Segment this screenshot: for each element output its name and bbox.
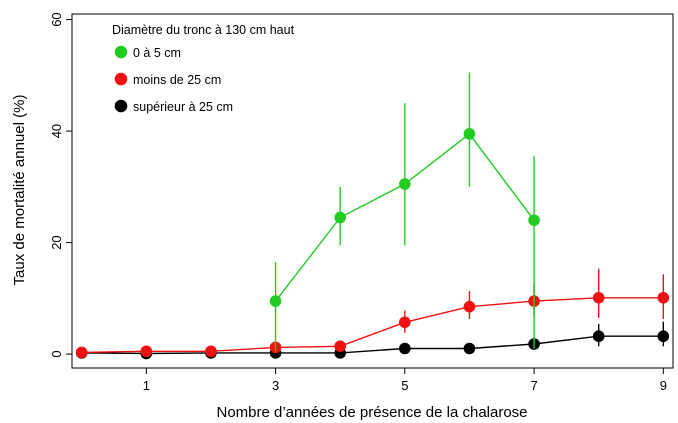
series-1 — [75, 268, 670, 359]
legend-label: moins de 25 cm — [133, 73, 221, 87]
plot-frame — [71, 13, 674, 369]
series-line — [81, 335, 664, 355]
data-point — [463, 300, 476, 313]
data-point — [657, 291, 670, 304]
x-tick-label: 7 — [530, 378, 537, 393]
x-tick-label: 9 — [660, 378, 667, 393]
y-tick-label: 60 — [49, 12, 64, 26]
data-point — [334, 340, 346, 353]
y-tick-label: 40 — [49, 124, 64, 138]
legend-marker — [114, 45, 128, 59]
y-axis-title: Taux de mortalité annuel (%) — [11, 95, 28, 286]
legend-title: Diamètre du tronc à 130 cm haut — [112, 23, 295, 37]
legend-label: 0 à 5 cm — [133, 46, 181, 60]
x-tick-label: 1 — [143, 378, 150, 393]
x-tick-label: 5 — [401, 378, 408, 393]
legend: Diamètre du tronc à 130 cm haut 0 à 5 cm… — [112, 23, 295, 114]
x-axis-title: Nombre d’années de présence de la chalar… — [216, 404, 527, 421]
legend-marker — [114, 72, 128, 86]
series-line — [81, 297, 664, 354]
y-tick-label: 20 — [49, 235, 64, 249]
data-point — [75, 346, 88, 359]
data-point — [528, 214, 540, 227]
x-tick-label: 3 — [272, 378, 279, 393]
y-tick-label: 0 — [49, 350, 64, 357]
data-point — [399, 342, 411, 355]
axes: 1 3 5 7 9 0 20 40 60 — [49, 12, 667, 393]
data-point — [399, 316, 411, 329]
series-layer — [75, 72, 670, 360]
data-point — [463, 128, 476, 140]
data-point — [334, 211, 346, 224]
data-point — [463, 342, 476, 355]
data-point — [140, 345, 153, 358]
data-point — [592, 291, 605, 304]
data-point — [399, 178, 411, 190]
legend-label: supérieur à 25 cm — [133, 100, 233, 114]
series-2 — [75, 321, 670, 360]
data-point — [205, 345, 217, 358]
data-point — [592, 330, 605, 343]
series-0 — [269, 72, 540, 352]
data-point — [657, 330, 670, 343]
data-point — [269, 295, 282, 307]
legend-marker — [114, 99, 128, 113]
